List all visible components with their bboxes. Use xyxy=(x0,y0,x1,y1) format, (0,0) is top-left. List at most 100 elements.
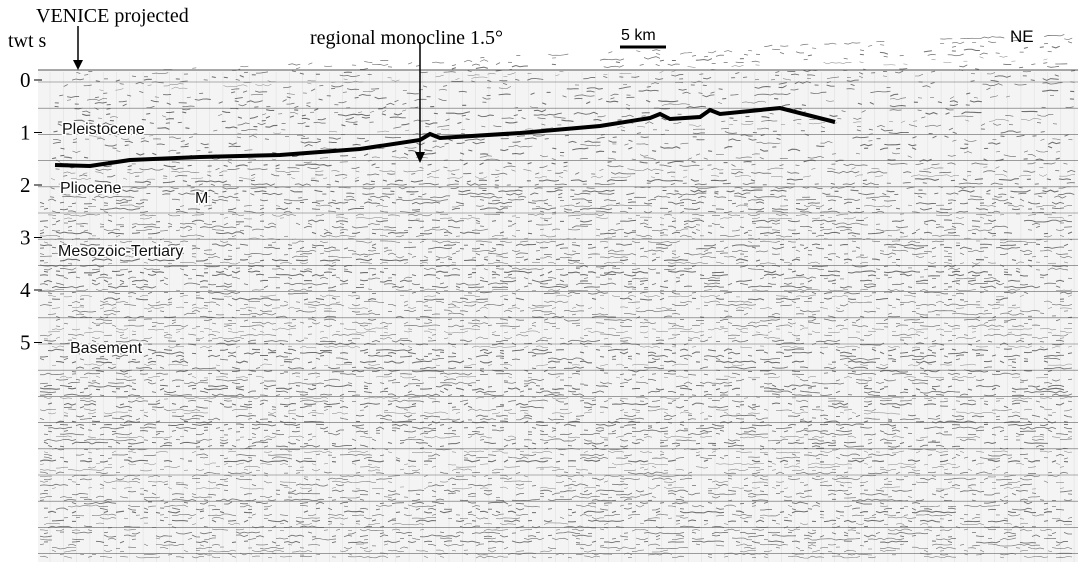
reflector xyxy=(39,492,1073,496)
reflector xyxy=(71,309,1069,313)
axis-title: twt s xyxy=(8,30,47,52)
unit-labels: Pleistocene Pliocene M Mesozoic-Tertiary Bas… xyxy=(57,120,210,359)
direction-label: NE xyxy=(1010,27,1034,46)
section-background xyxy=(38,70,1078,562)
reflector xyxy=(43,261,1069,265)
depth-tick-label: 2 xyxy=(20,173,31,197)
reflector xyxy=(43,456,1069,460)
unit-label: M xyxy=(195,190,208,207)
reflector xyxy=(39,357,1061,361)
reflector xyxy=(47,213,1073,217)
reflector xyxy=(55,378,1073,382)
reflector xyxy=(60,141,1061,157)
depth-tick-label: 5 xyxy=(20,331,31,355)
reflector xyxy=(84,37,1073,76)
reflector xyxy=(47,291,1073,295)
reflector xyxy=(79,399,1073,403)
reflector xyxy=(47,330,1073,334)
reflector xyxy=(47,510,1053,514)
reflector xyxy=(39,462,1061,466)
reflector xyxy=(43,225,1073,229)
reflector xyxy=(60,134,1069,150)
reflector xyxy=(71,41,1073,81)
reflector xyxy=(76,34,1072,73)
reflector xyxy=(39,471,1069,475)
reflector xyxy=(43,438,1073,442)
depth-tick-label: 1 xyxy=(20,121,31,145)
reflector xyxy=(58,182,1075,187)
reflector xyxy=(63,169,1076,178)
reflector xyxy=(43,423,1068,427)
reflector xyxy=(39,528,1053,532)
reflector xyxy=(71,351,1073,355)
depth-axis: 0 1 2 3 4 5 xyxy=(20,68,42,355)
reflector xyxy=(43,531,1072,535)
reflector xyxy=(39,543,1061,547)
seismic-texture xyxy=(38,34,1078,562)
reflector xyxy=(51,519,1073,523)
reflector xyxy=(47,426,1073,430)
reflector xyxy=(40,393,1073,397)
reflector xyxy=(75,366,1073,370)
unit-label: Mesozoic-Tertiary xyxy=(58,243,183,260)
well-label: VENICE projected xyxy=(36,5,189,27)
reflector xyxy=(47,402,1065,406)
unit-label: Basement xyxy=(70,340,143,357)
reflector xyxy=(39,273,1049,277)
reflector xyxy=(51,327,1073,331)
reflector xyxy=(51,363,1073,367)
unit-label: Pleistocene xyxy=(62,121,145,138)
reflector xyxy=(47,429,1073,433)
reflector xyxy=(39,255,1073,259)
reflector xyxy=(43,507,1065,511)
horizon xyxy=(54,105,836,169)
depth-tick-label: 0 xyxy=(20,68,31,92)
reflector xyxy=(39,288,1073,292)
reflector xyxy=(63,276,1073,280)
reflector xyxy=(39,333,1069,337)
reflector xyxy=(63,321,1073,325)
reflector xyxy=(55,435,1073,439)
reflector xyxy=(39,480,1065,484)
reflector xyxy=(51,546,1073,550)
unit-label: Pliocene xyxy=(60,180,121,197)
reflector xyxy=(39,390,1069,394)
reflector xyxy=(62,192,1075,196)
reflector xyxy=(51,297,1065,301)
reflector xyxy=(43,432,1069,436)
reflector xyxy=(39,408,1073,412)
reflector xyxy=(39,303,1073,307)
reflector xyxy=(39,459,1069,463)
scale-label: 5 km xyxy=(621,27,656,44)
reflector xyxy=(39,228,1065,232)
reflector xyxy=(39,243,1069,247)
reflector xyxy=(39,231,1073,235)
monocline-arrowhead xyxy=(415,152,425,163)
reflector xyxy=(51,306,1073,310)
reflector xyxy=(39,219,1073,223)
depth-tick-label: 4 xyxy=(20,278,31,302)
reflector xyxy=(43,489,1073,493)
reflector xyxy=(51,345,1073,349)
reflector xyxy=(47,294,1073,298)
reflector xyxy=(43,267,1069,271)
reflector xyxy=(39,555,1073,559)
reflector xyxy=(39,204,1073,208)
reflector xyxy=(91,249,1073,253)
reflector xyxy=(39,252,1069,256)
reflector xyxy=(57,98,1074,123)
reflector xyxy=(43,396,1073,400)
monocline-label: regional monocline 1.5° xyxy=(310,27,503,49)
reflector xyxy=(51,486,1065,490)
reflector xyxy=(43,522,1073,526)
reflector xyxy=(74,81,1075,111)
well-arrowhead xyxy=(73,60,83,70)
reflector xyxy=(44,540,1068,544)
reflector xyxy=(43,339,1065,343)
depth-tick-label: 3 xyxy=(20,226,31,250)
reflector xyxy=(43,450,1073,454)
reflector xyxy=(94,178,1071,184)
reflector xyxy=(72,138,1073,153)
reflector xyxy=(50,174,1076,181)
